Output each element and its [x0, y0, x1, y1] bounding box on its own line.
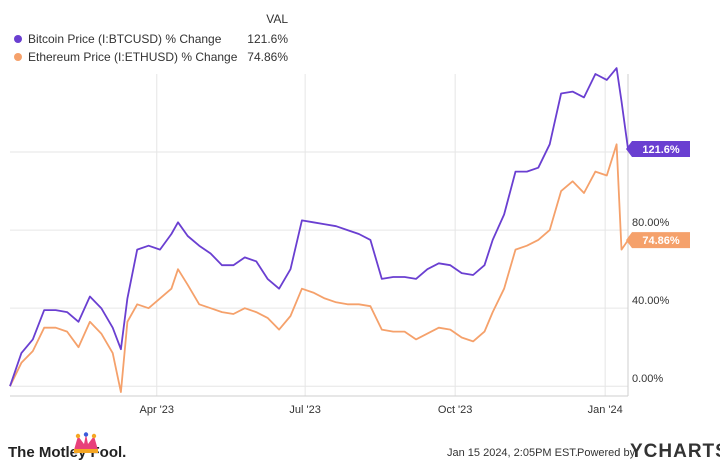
y-tick-label: 0.00% [632, 373, 663, 385]
motley-fool-logo: The Motley Fool. [8, 444, 127, 461]
x-tick-label: Apr '23 [139, 404, 174, 416]
powered-by-label: Powered by [577, 447, 636, 459]
line-chart: Apr '23 Jul '23 Oct '23 Jan '24 0.00% 40.00%… [9, 67, 690, 416]
legend-label: Bitcoin Price (I:BTCUSD) % Change [28, 32, 222, 46]
series-line [9, 143, 629, 394]
btc-dot-icon [14, 35, 22, 43]
x-tick-label: Jul '23 [289, 404, 320, 416]
jester-hat-icon [74, 432, 98, 453]
end-label-tag [626, 140, 690, 157]
legend-label: Ethereum Price (I:ETHUSD) % Change [28, 50, 238, 64]
y-tick-label: 80.00% [632, 217, 670, 229]
y-axis: 0.00% 40.00% 80.00% [632, 217, 670, 385]
footer: The Motley Fool. Jan 15 2024, 2:05PM EST… [0, 430, 720, 466]
end-label-text: 74.86% [642, 235, 680, 247]
legend-item-eth: Ethereum Price (I:ETHUSD) % Change 74.86… [14, 50, 288, 64]
x-tick-label: Oct '23 [438, 404, 473, 416]
timestamp: Jan 15 2024, 2:05PM EST. [447, 447, 578, 459]
y-tick-label: 40.00% [632, 295, 670, 307]
end-labels: 121.6% 74.86% [626, 140, 690, 249]
gridlines [10, 74, 629, 397]
end-label-tag [626, 232, 690, 249]
legend-value: 121.6% [247, 32, 288, 46]
x-tick-label: Jan '24 [588, 404, 623, 416]
series-lines [9, 67, 629, 394]
eth-dot-icon [14, 53, 22, 61]
legend-item-btc: Bitcoin Price (I:BTCUSD) % Change 121.6% [14, 32, 288, 46]
legend-val-header: VAL [266, 12, 288, 26]
x-axis: Apr '23 Jul '23 Oct '23 Jan '24 [139, 404, 622, 416]
legend-value: 74.86% [247, 50, 288, 64]
end-label-text: 121.6% [642, 144, 680, 156]
series-line [9, 67, 629, 387]
ycharts-logo[interactable]: YCHARTS [630, 441, 720, 462]
